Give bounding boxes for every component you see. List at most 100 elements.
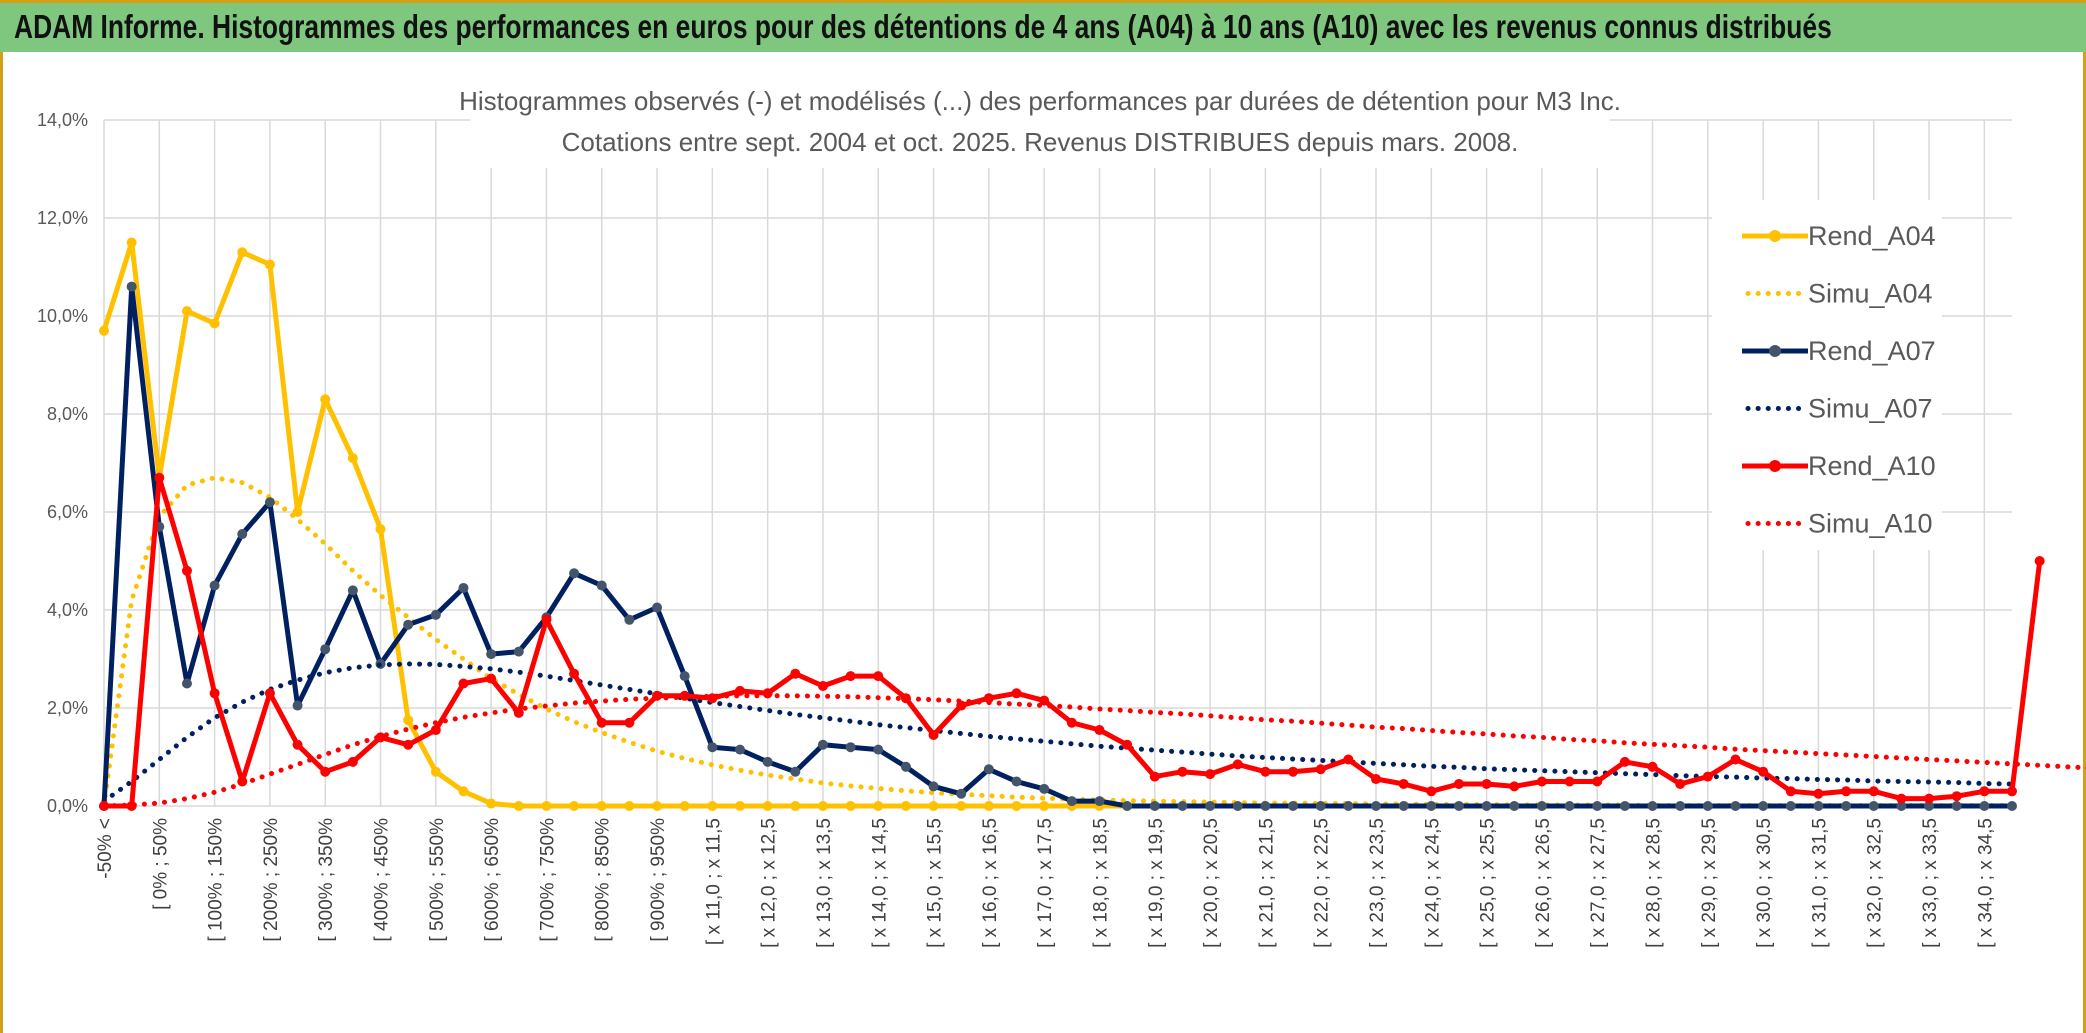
- data-point: [1619, 801, 1630, 811]
- data-point: [1343, 754, 1354, 765]
- data-point: [541, 614, 552, 625]
- data-point: [707, 742, 718, 753]
- data-point: [1730, 801, 1741, 811]
- data-point: [928, 801, 939, 811]
- data-point: [873, 801, 884, 811]
- data-point: [983, 764, 994, 775]
- data-point: [1315, 801, 1326, 811]
- data-point: [873, 671, 884, 682]
- report-title: ADAM Informe. Histogrammes des performan…: [14, 8, 1832, 45]
- data-point: [1205, 769, 1216, 780]
- data-point: [624, 717, 635, 728]
- data-point: [817, 680, 828, 691]
- data-point: [596, 801, 607, 811]
- data-point: [1592, 776, 1603, 787]
- legend-marker: [1769, 460, 1781, 472]
- data-point: [458, 786, 469, 797]
- chart-series: [99, 237, 2086, 811]
- data-point: [1260, 801, 1271, 811]
- data-point: [1481, 778, 1492, 789]
- y-tick-label: 8,0%: [47, 404, 88, 424]
- data-point: [264, 497, 275, 508]
- x-tick-label: [ 100% ; 150%: [206, 818, 227, 942]
- x-tick-label: [ x 20,0 ; x 20,5: [1201, 818, 1222, 948]
- data-point: [735, 685, 745, 696]
- data-point: [1232, 801, 1243, 811]
- series-line: [101, 475, 2015, 809]
- data-point: [1758, 801, 1769, 811]
- data-point: [486, 798, 497, 809]
- data-point: [624, 614, 635, 625]
- data-point: [900, 761, 911, 772]
- x-tick-label: [ x 26,0 ; x 26,5: [1533, 818, 1554, 948]
- series-simu-a10: [101, 693, 2086, 809]
- data-point: [956, 788, 967, 799]
- data-point: [1813, 788, 1824, 799]
- x-tick-label: [ x 19,0 ; x 19,5: [1146, 818, 1167, 948]
- x-tick-label: [ 800% ; 850%: [593, 818, 614, 942]
- data-point: [1813, 801, 1824, 811]
- data-point: [790, 668, 801, 679]
- data-point: [1592, 801, 1603, 811]
- data-point: [1011, 688, 1022, 699]
- data-point: [679, 671, 690, 682]
- data-point: [375, 732, 386, 743]
- legend-item: Rend_A10: [1742, 451, 1936, 481]
- data-point: [347, 453, 358, 464]
- data-point: [707, 801, 718, 811]
- data-point: [569, 568, 580, 579]
- data-point: [1288, 766, 1299, 777]
- data-point: [403, 739, 414, 750]
- x-tick-label: [ 200% ; 250%: [261, 818, 282, 942]
- data-point: [1398, 778, 1409, 789]
- data-point: [375, 524, 386, 535]
- data-point: [569, 801, 580, 811]
- data-point: [2007, 801, 2017, 811]
- data-point: [900, 801, 911, 811]
- x-tick-label: [ x 33,0 ; x 33,5: [1920, 818, 1941, 948]
- data-point: [154, 472, 165, 483]
- data-point: [762, 801, 773, 811]
- data-point: [1232, 759, 1243, 770]
- y-axis-ticks: 0,0% 2,0% 4,0% 6,0% 8,0% 10,0% 12,0% 14,0%: [37, 110, 88, 816]
- data-point: [209, 580, 220, 591]
- legend-label: Rend_A04: [1808, 221, 1936, 251]
- data-point: [873, 744, 884, 755]
- x-tick-label: [ x 14,0 ; x 14,5: [869, 818, 890, 948]
- data-point: [569, 668, 580, 679]
- y-tick-label: 6,0%: [47, 502, 88, 522]
- x-tick-label: [ x 34,0 ; x 34,5: [1975, 818, 1996, 948]
- data-point: [1868, 786, 1879, 797]
- x-tick-label: [ x 18,0 ; x 18,5: [1090, 818, 1111, 948]
- data-point: [1039, 783, 1050, 794]
- data-point: [403, 715, 414, 726]
- legend-label: Simu_A10: [1808, 509, 1933, 539]
- data-point: [735, 744, 745, 755]
- data-point: [1481, 801, 1492, 811]
- series-line: [101, 693, 2086, 809]
- legend-label: Rend_A07: [1808, 336, 1936, 366]
- data-point: [1288, 801, 1299, 811]
- legend-label: Simu_A07: [1808, 394, 1933, 424]
- data-point: [1564, 801, 1575, 811]
- data-point: [1896, 801, 1907, 811]
- data-point: [1868, 801, 1879, 811]
- x-axis-ticks: -50% < [ 0% ; 50% [ 100% ; 150% [ 200% ; 25…: [95, 818, 1996, 948]
- legend-background: [1712, 200, 1942, 550]
- x-tick-label: [ 900% ; 950%: [648, 818, 669, 942]
- y-tick-label: 4,0%: [47, 600, 88, 620]
- data-point: [1647, 801, 1658, 811]
- series-line: [101, 284, 2012, 809]
- x-tick-label: [ x 23,0 ; x 23,5: [1367, 818, 1388, 948]
- data-point: [237, 247, 248, 258]
- data-point: [845, 671, 856, 682]
- data-point: [1039, 801, 1050, 811]
- data-point: [347, 756, 358, 767]
- data-point: [430, 766, 441, 777]
- data-point: [1453, 778, 1464, 789]
- data-point: [845, 742, 856, 753]
- data-point: [292, 700, 303, 711]
- data-point: [541, 801, 552, 811]
- data-point: [1066, 796, 1077, 807]
